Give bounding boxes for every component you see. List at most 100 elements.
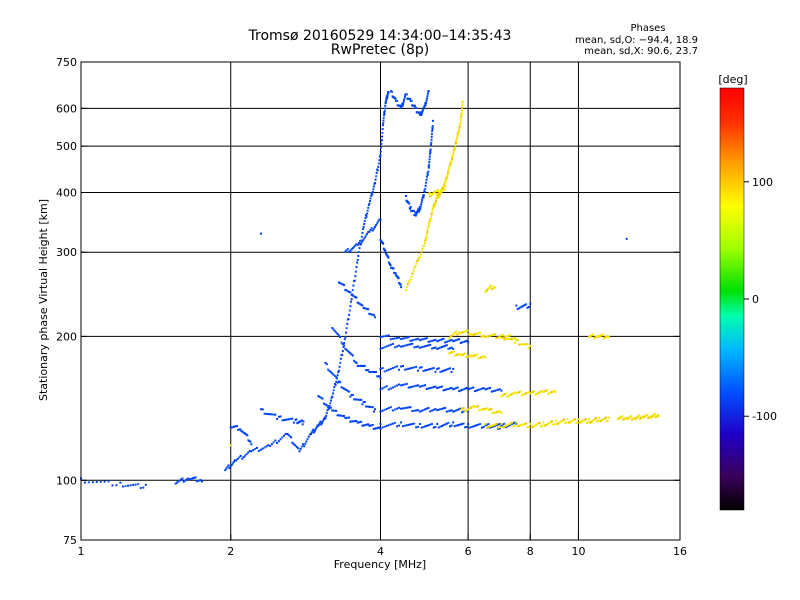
data-point: [342, 346, 345, 349]
data-point: [391, 386, 394, 389]
data-point: [501, 334, 504, 337]
data-point: [403, 97, 406, 100]
data-point: [442, 407, 445, 410]
data-point: [458, 390, 461, 393]
data-point: [437, 194, 440, 197]
data-point: [624, 416, 627, 419]
data-point: [95, 480, 98, 483]
data-point: [513, 341, 516, 344]
data-point: [366, 307, 369, 310]
data-point: [409, 386, 412, 389]
y-tick-label: 750: [56, 56, 77, 69]
data-point: [346, 389, 349, 392]
data-point: [321, 397, 324, 400]
data-point: [415, 213, 418, 216]
data-point: [484, 356, 487, 359]
data-point: [410, 275, 413, 278]
data-point: [265, 445, 268, 448]
data-point: [417, 425, 420, 428]
data-point: [509, 422, 512, 425]
data-point: [415, 345, 418, 348]
data-point: [455, 330, 458, 333]
data-point: [444, 406, 447, 409]
data-point: [294, 445, 297, 448]
data-point: [401, 105, 404, 108]
data-point: [453, 339, 456, 342]
data-point: [641, 415, 644, 418]
data-point: [448, 347, 451, 350]
data-point: [391, 337, 394, 340]
data-point: [368, 405, 371, 408]
data-point: [393, 337, 396, 340]
data-point: [350, 293, 353, 296]
data-point: [489, 285, 492, 288]
data-point: [444, 344, 447, 347]
data-point: [460, 114, 463, 117]
data-point: [333, 409, 336, 412]
data-point: [478, 331, 481, 334]
data-point: [427, 170, 430, 173]
data-point: [466, 355, 469, 358]
data-point: [519, 306, 522, 309]
data-point: [450, 346, 453, 349]
data-point: [495, 424, 498, 427]
data-point: [385, 385, 388, 388]
data-point: [522, 423, 525, 426]
data-point: [379, 335, 382, 338]
data-point: [343, 415, 346, 418]
data-point: [515, 338, 518, 341]
data-point: [400, 421, 403, 424]
data-point: [329, 406, 332, 409]
data-point: [292, 421, 295, 424]
data-point: [436, 340, 439, 343]
data-point: [411, 272, 414, 275]
data-point: [501, 426, 504, 429]
data-point: [389, 264, 392, 267]
data-point: [263, 446, 266, 449]
data-point: [426, 95, 429, 98]
data-point: [349, 395, 352, 398]
data-point: [380, 139, 383, 142]
data-point: [337, 414, 340, 417]
data-point: [431, 119, 434, 122]
data-point: [500, 423, 503, 426]
data-point: [467, 423, 470, 426]
data-point: [490, 426, 493, 429]
data-point: [376, 222, 379, 225]
data-point: [348, 290, 351, 293]
data-point: [516, 307, 519, 310]
data-point: [356, 261, 359, 264]
data-point: [451, 333, 454, 336]
data-point: [351, 354, 354, 357]
data-point: [449, 163, 452, 166]
data-point: [434, 370, 437, 373]
data-point: [437, 367, 440, 370]
data-point: [516, 425, 519, 428]
data-point: [446, 173, 449, 176]
data-point: [449, 351, 452, 354]
data-point: [565, 421, 568, 424]
data-point: [363, 401, 366, 404]
data-point: [303, 445, 306, 448]
data-point: [364, 234, 367, 237]
data-point: [367, 230, 370, 233]
data-point: [383, 386, 386, 389]
data-point: [344, 388, 347, 391]
data-point: [417, 210, 420, 213]
x-axis-label: Frequency [MHz]: [334, 558, 426, 571]
data-point: [354, 244, 357, 247]
data-point: [503, 336, 506, 339]
data-point: [401, 365, 404, 368]
data-point: [527, 391, 530, 394]
data-point: [381, 124, 384, 127]
data-point: [346, 322, 349, 325]
data-point: [473, 333, 476, 336]
data-point: [419, 207, 422, 210]
data-point: [459, 121, 462, 124]
data-point: [268, 413, 271, 416]
data-point: [535, 423, 538, 426]
data-point: [470, 387, 473, 390]
data-point: [457, 353, 460, 356]
data-point: [527, 425, 530, 428]
data-point: [450, 351, 453, 354]
